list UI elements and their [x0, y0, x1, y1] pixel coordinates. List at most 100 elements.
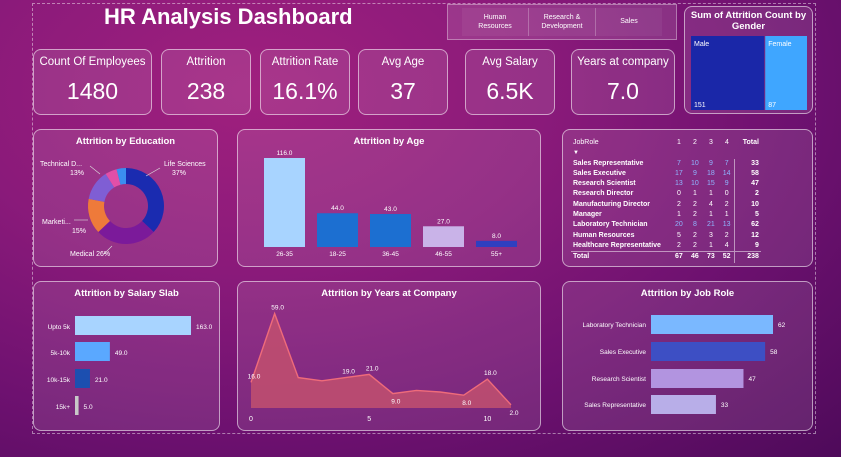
- age-tick-label: 26-35: [276, 251, 293, 258]
- age-tick-label: 18-25: [329, 251, 346, 258]
- donut-slice: [98, 221, 154, 244]
- matrix-value-cell: 18: [707, 169, 715, 177]
- salary-slab-card[interactable]: Attrition by Salary Slab Upto 5k 163.0 5k-…: [33, 281, 220, 431]
- salary-tick-label: 15k+: [56, 404, 70, 411]
- matrix-role-cell: Sales Representative: [573, 159, 644, 167]
- matrix-value-cell: 4: [724, 241, 729, 249]
- salary-bar: [75, 316, 191, 335]
- slicer-item-sales[interactable]: Sales: [595, 8, 662, 36]
- age-bar-card[interactable]: Attrition by Age 116.0 26-35 44.0 18-25 43.0…: [237, 129, 541, 267]
- kpi-avg-salary: Avg Salary 6.5K: [465, 49, 555, 115]
- jobrole-matrix-card[interactable]: JobRole 1 2 3 4 Total ▼ Sales Representa…: [562, 129, 813, 267]
- matrix-value-cell: 2: [692, 231, 697, 239]
- matrix-role-cell: Manufacturing Director: [573, 200, 651, 208]
- kpi-label: Count Of Employees: [39, 56, 146, 68]
- age-bar-value: 27.0: [437, 218, 450, 225]
- age-bar: [476, 240, 517, 247]
- page-title: HR Analysis Dashboard: [104, 4, 353, 29]
- slicer-item-research-development[interactable]: Research & Development: [528, 8, 595, 36]
- sort-chevron-down-icon[interactable]: ▼: [573, 150, 579, 157]
- salary-bar-value: 49.0: [115, 350, 128, 357]
- salary-bar: [75, 342, 110, 361]
- years-point-label: 59.0: [271, 305, 284, 312]
- matrix-value-cell: 1: [724, 211, 729, 219]
- jobrole-bar: [651, 395, 716, 414]
- treemap-tile: [691, 36, 765, 110]
- kpi-count-of-employees: Count Of Employees 1480: [33, 49, 152, 115]
- salary-tick-label: Upto 5k: [48, 324, 71, 331]
- age-tick-label: 36-45: [382, 251, 399, 258]
- kpi-value: 7.0: [607, 78, 639, 104]
- kpi-label: Avg Salary: [482, 56, 538, 68]
- matrix-value-cell: 7: [724, 159, 729, 167]
- matrix-value-cell: 3: [708, 231, 713, 239]
- matrix-header: 3: [708, 139, 713, 146]
- years-area-title: Attrition by Years at Company: [321, 288, 457, 299]
- matrix-value-cell: 46: [686, 251, 703, 263]
- jobrole-bar-title: Attrition by Job Role: [640, 288, 735, 299]
- jobrole-bar-value: 33: [721, 402, 729, 409]
- years-point-label: 18.0: [484, 370, 497, 377]
- years-point-label: 8.0: [462, 400, 471, 407]
- years-tick-label: 5: [367, 416, 371, 423]
- matrix-value-cell: 10: [691, 159, 699, 167]
- matrix-header: 2: [692, 139, 697, 146]
- matrix-value-cell: 9: [692, 169, 697, 177]
- donut-slice: [116, 168, 126, 185]
- salary-bar-value: 21.0: [95, 377, 108, 384]
- kpi-label: Years at company: [577, 56, 669, 68]
- jobrole-tick-label: Sales Representative: [584, 402, 646, 409]
- slicer-item-human-resources[interactable]: Human Resources: [462, 8, 528, 36]
- kpi-value: 16.1%: [272, 78, 338, 104]
- matrix-value-cell: 1: [708, 190, 713, 198]
- salary-slab-bar-chart: Upto 5k 163.0 5k-10k 49.0 10k-15k 21.0 15k+ 5.0: [47, 316, 213, 415]
- department-slicer: Human Resources Research & Development S…: [447, 4, 677, 40]
- age-bar-value: 116.0: [277, 150, 293, 157]
- matrix-header-jobrole[interactable]: JobRole: [573, 139, 599, 146]
- education-donut-card[interactable]: Attrition by Education Life Sciences 37% M…: [33, 129, 218, 267]
- matrix-row: Research Director 0 1 1 0 2: [571, 189, 761, 200]
- matrix-value-cell: 20: [675, 221, 683, 229]
- matrix-value-cell: 67: [670, 251, 687, 263]
- age-bar-title: Attrition by Age: [353, 136, 425, 147]
- jobrole-tick-label: Laboratory Technician: [583, 322, 647, 329]
- jobrole-bar-card[interactable]: Attrition by Job Role Laboratory Technic…: [562, 281, 813, 431]
- years-line: [250, 311, 512, 406]
- matrix-row: Sales Executive 17 9 18 14 58: [571, 168, 761, 180]
- matrix-value-cell: 9: [708, 159, 713, 167]
- matrix-row: Research Scientist 13 10 15 9 47: [571, 179, 761, 190]
- matrix-total-cell: 238: [734, 251, 761, 263]
- age-bar-value: 44.0: [331, 205, 344, 212]
- years-area-card[interactable]: Attrition by Years at Company 16.0 59.0 19…: [237, 281, 541, 431]
- donut-slice: [105, 169, 121, 188]
- jobrole-tick-label: Sales Executive: [600, 349, 647, 356]
- matrix-value-cell: 4: [708, 200, 713, 208]
- matrix-value-cell: 2: [692, 200, 697, 208]
- kpi-label: Avg Age: [381, 56, 425, 68]
- years-point-label: 16.0: [248, 373, 261, 380]
- matrix-row: Manufacturing Director 2 2 4 2 10: [571, 199, 761, 211]
- matrix-header: 4: [724, 139, 729, 146]
- education-donut-title: Attrition by Education: [75, 136, 176, 147]
- jobrole-bar: [651, 342, 766, 361]
- matrix-total-cell: 47: [734, 179, 761, 190]
- treemap-label: Male: [694, 41, 709, 48]
- matrix-total-cell: 12: [734, 230, 761, 241]
- matrix-value-cell: 73: [702, 251, 719, 263]
- years-area-chart: 16.0 59.0 19.0 21.0 9.0 8.0 18.0 2.0 0 5 10: [248, 305, 519, 423]
- matrix-total-cell: 10: [734, 199, 761, 211]
- matrix-total-cell: 2: [734, 189, 761, 200]
- matrix-role-cell: Manager: [573, 211, 602, 219]
- matrix-value-cell: 1: [708, 241, 713, 249]
- kpi-value: 1480: [66, 78, 119, 104]
- donut-label: Marketi...15%: [42, 219, 86, 235]
- age-bar-chart: 116.0 26-35 44.0 18-25 43.0 36-45 27.0 46-55 8.0…: [264, 150, 517, 258]
- salary-tick-label: 10k-15k: [47, 377, 71, 384]
- jobrole-bar-value: 47: [748, 376, 756, 383]
- kpi-label: Attrition Rate: [271, 56, 339, 68]
- matrix-role-cell: Laboratory Technician: [573, 221, 648, 229]
- matrix-value-cell: 2: [676, 200, 681, 208]
- age-bar: [423, 226, 464, 247]
- kpi-value: 6.5K: [486, 78, 534, 104]
- gender-treemap-card[interactable]: Sum of Attrition Count by Gender Male 151…: [684, 6, 813, 114]
